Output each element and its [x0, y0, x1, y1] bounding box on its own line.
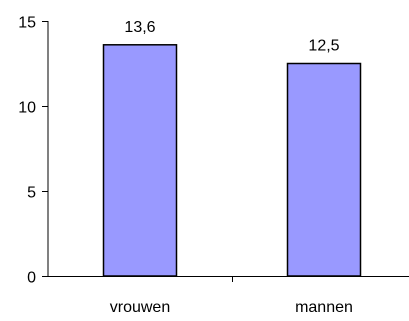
x-axis: vrouwen mannen [48, 276, 409, 316]
y-tick-label: 0 [27, 270, 36, 287]
y-tick-label: 10 [18, 100, 36, 117]
y-axis: 0 5 10 15 [18, 15, 49, 287]
x-category-label: vrouwen [110, 299, 170, 316]
bar-vrouwen [102, 44, 178, 277]
y-tick-label: 5 [27, 185, 36, 202]
x-category-label: mannen [295, 299, 353, 316]
bar-mannen [286, 62, 362, 277]
data-label-vrouwen: 13,6 [124, 19, 155, 36]
data-label-mannen: 12,5 [308, 38, 339, 55]
data-labels: 13,6 12,5 [124, 19, 339, 55]
bars [102, 44, 362, 277]
y-tick-label: 15 [18, 15, 36, 32]
